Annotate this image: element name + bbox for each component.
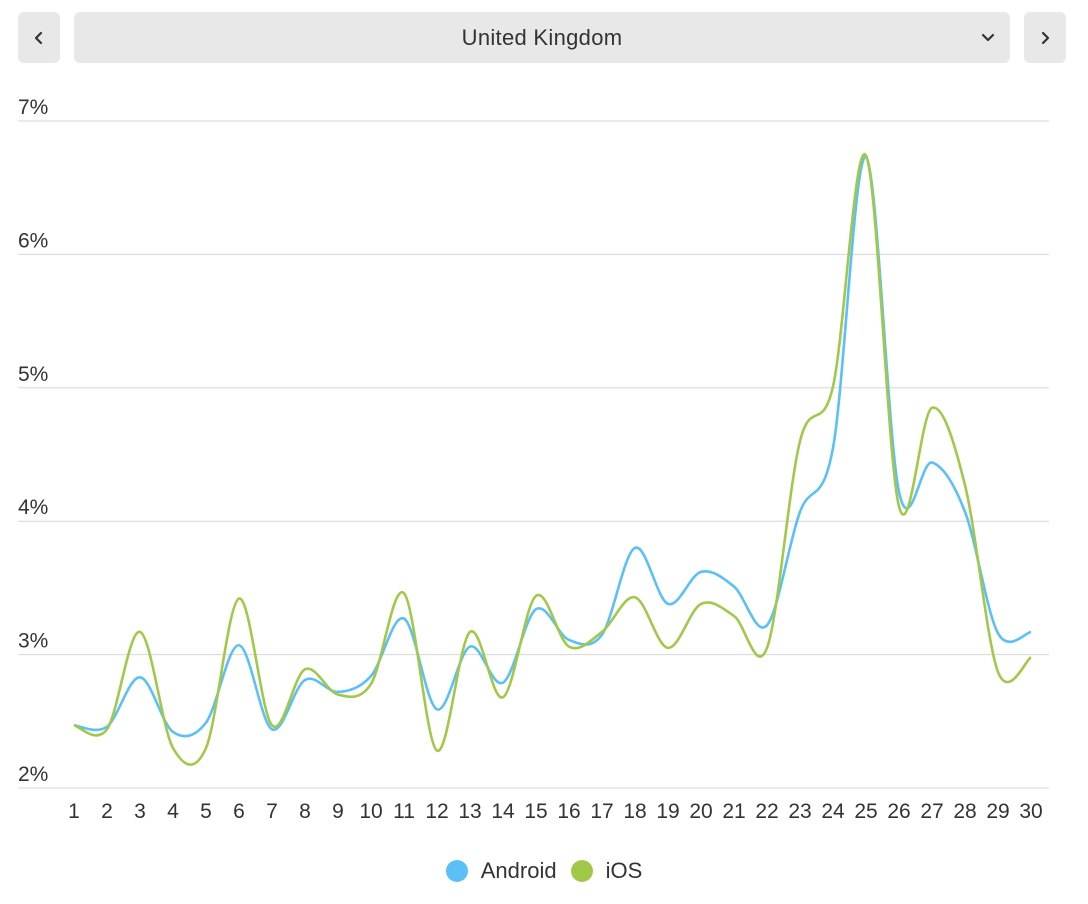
- x-tick-label: 1: [68, 800, 80, 823]
- chevron-left-icon: [34, 31, 43, 44]
- x-tick-label: 21: [722, 800, 745, 823]
- series-line-android: [73, 155, 1032, 738]
- x-tick-label: 5: [200, 800, 212, 823]
- legend: Android iOS: [0, 858, 1088, 884]
- x-tick-label: 24: [821, 800, 845, 823]
- legend-item-ios[interactable]: iOS: [570, 858, 643, 884]
- x-tick-label: 7: [266, 800, 278, 823]
- prev-button[interactable]: [18, 12, 60, 63]
- y-tick-label: 3%: [18, 630, 48, 653]
- x-tick-label: 4: [167, 800, 179, 823]
- x-tick-label: 12: [425, 800, 448, 823]
- chevron-down-icon: [981, 33, 995, 42]
- x-tick-label: 18: [623, 800, 646, 823]
- x-tick-label: 23: [788, 800, 811, 823]
- series-line-ios: [73, 153, 1032, 766]
- country-select[interactable]: United Kingdom: [74, 12, 1010, 63]
- legend-label-android: Android: [480, 858, 557, 883]
- chevron-right-icon: [1041, 31, 1050, 44]
- x-tick-label: 29: [986, 800, 1009, 823]
- x-tick-label: 3: [134, 800, 146, 823]
- x-tick-label: 14: [491, 800, 515, 823]
- x-tick-label: 19: [656, 800, 679, 823]
- x-tick-label: 26: [887, 800, 910, 823]
- x-tick-label: 11: [393, 800, 415, 823]
- line-chart: 2%3%4%5%6%7% 1 2 3 4 5 6 7 8 9 10 11 12 13 14 15 16 17 18…: [18, 96, 1049, 823]
- legend-item-android[interactable]: Android: [445, 858, 557, 884]
- y-tick-label: 6%: [18, 229, 48, 252]
- x-tick-label: 15: [524, 800, 547, 823]
- y-tick-label: 5%: [18, 363, 48, 386]
- x-axis-ticks: 1 2 3 4 5 6 7 8 9 10 11 12 13 14 15 16 17 18 19 20 21 22 23 24 2…: [68, 800, 1043, 823]
- x-tick-label: 20: [689, 800, 712, 823]
- x-tick-label: 27: [920, 800, 943, 823]
- x-tick-label: 6: [233, 800, 245, 823]
- x-tick-label: 8: [299, 800, 311, 823]
- country-select-value: United Kingdom: [461, 25, 623, 50]
- x-tick-label: 17: [590, 800, 613, 823]
- x-tick-label: 22: [755, 800, 778, 823]
- legend-dot-ios: [570, 860, 593, 882]
- x-tick-label: 13: [458, 800, 481, 823]
- x-tick-label: 25: [854, 800, 877, 823]
- x-tick-label: 9: [332, 800, 344, 823]
- x-tick-label: 10: [359, 800, 382, 823]
- legend-label-ios: iOS: [605, 858, 643, 883]
- y-tick-label: 7%: [18, 96, 48, 119]
- y-axis-ticks: 2% 3% 4% 5% 6% 7%: [18, 96, 48, 786]
- grid-lines: [18, 120, 1049, 789]
- legend-dot-android: [445, 860, 468, 882]
- x-tick-label: 2: [101, 800, 113, 823]
- series-lines: [73, 153, 1032, 766]
- next-button[interactable]: [1024, 12, 1066, 63]
- y-tick-label: 2%: [18, 763, 48, 786]
- x-tick-label: 28: [953, 800, 976, 823]
- y-tick-label: 4%: [18, 496, 48, 519]
- x-tick-label: 16: [557, 800, 580, 823]
- x-tick-label: 30: [1019, 800, 1042, 823]
